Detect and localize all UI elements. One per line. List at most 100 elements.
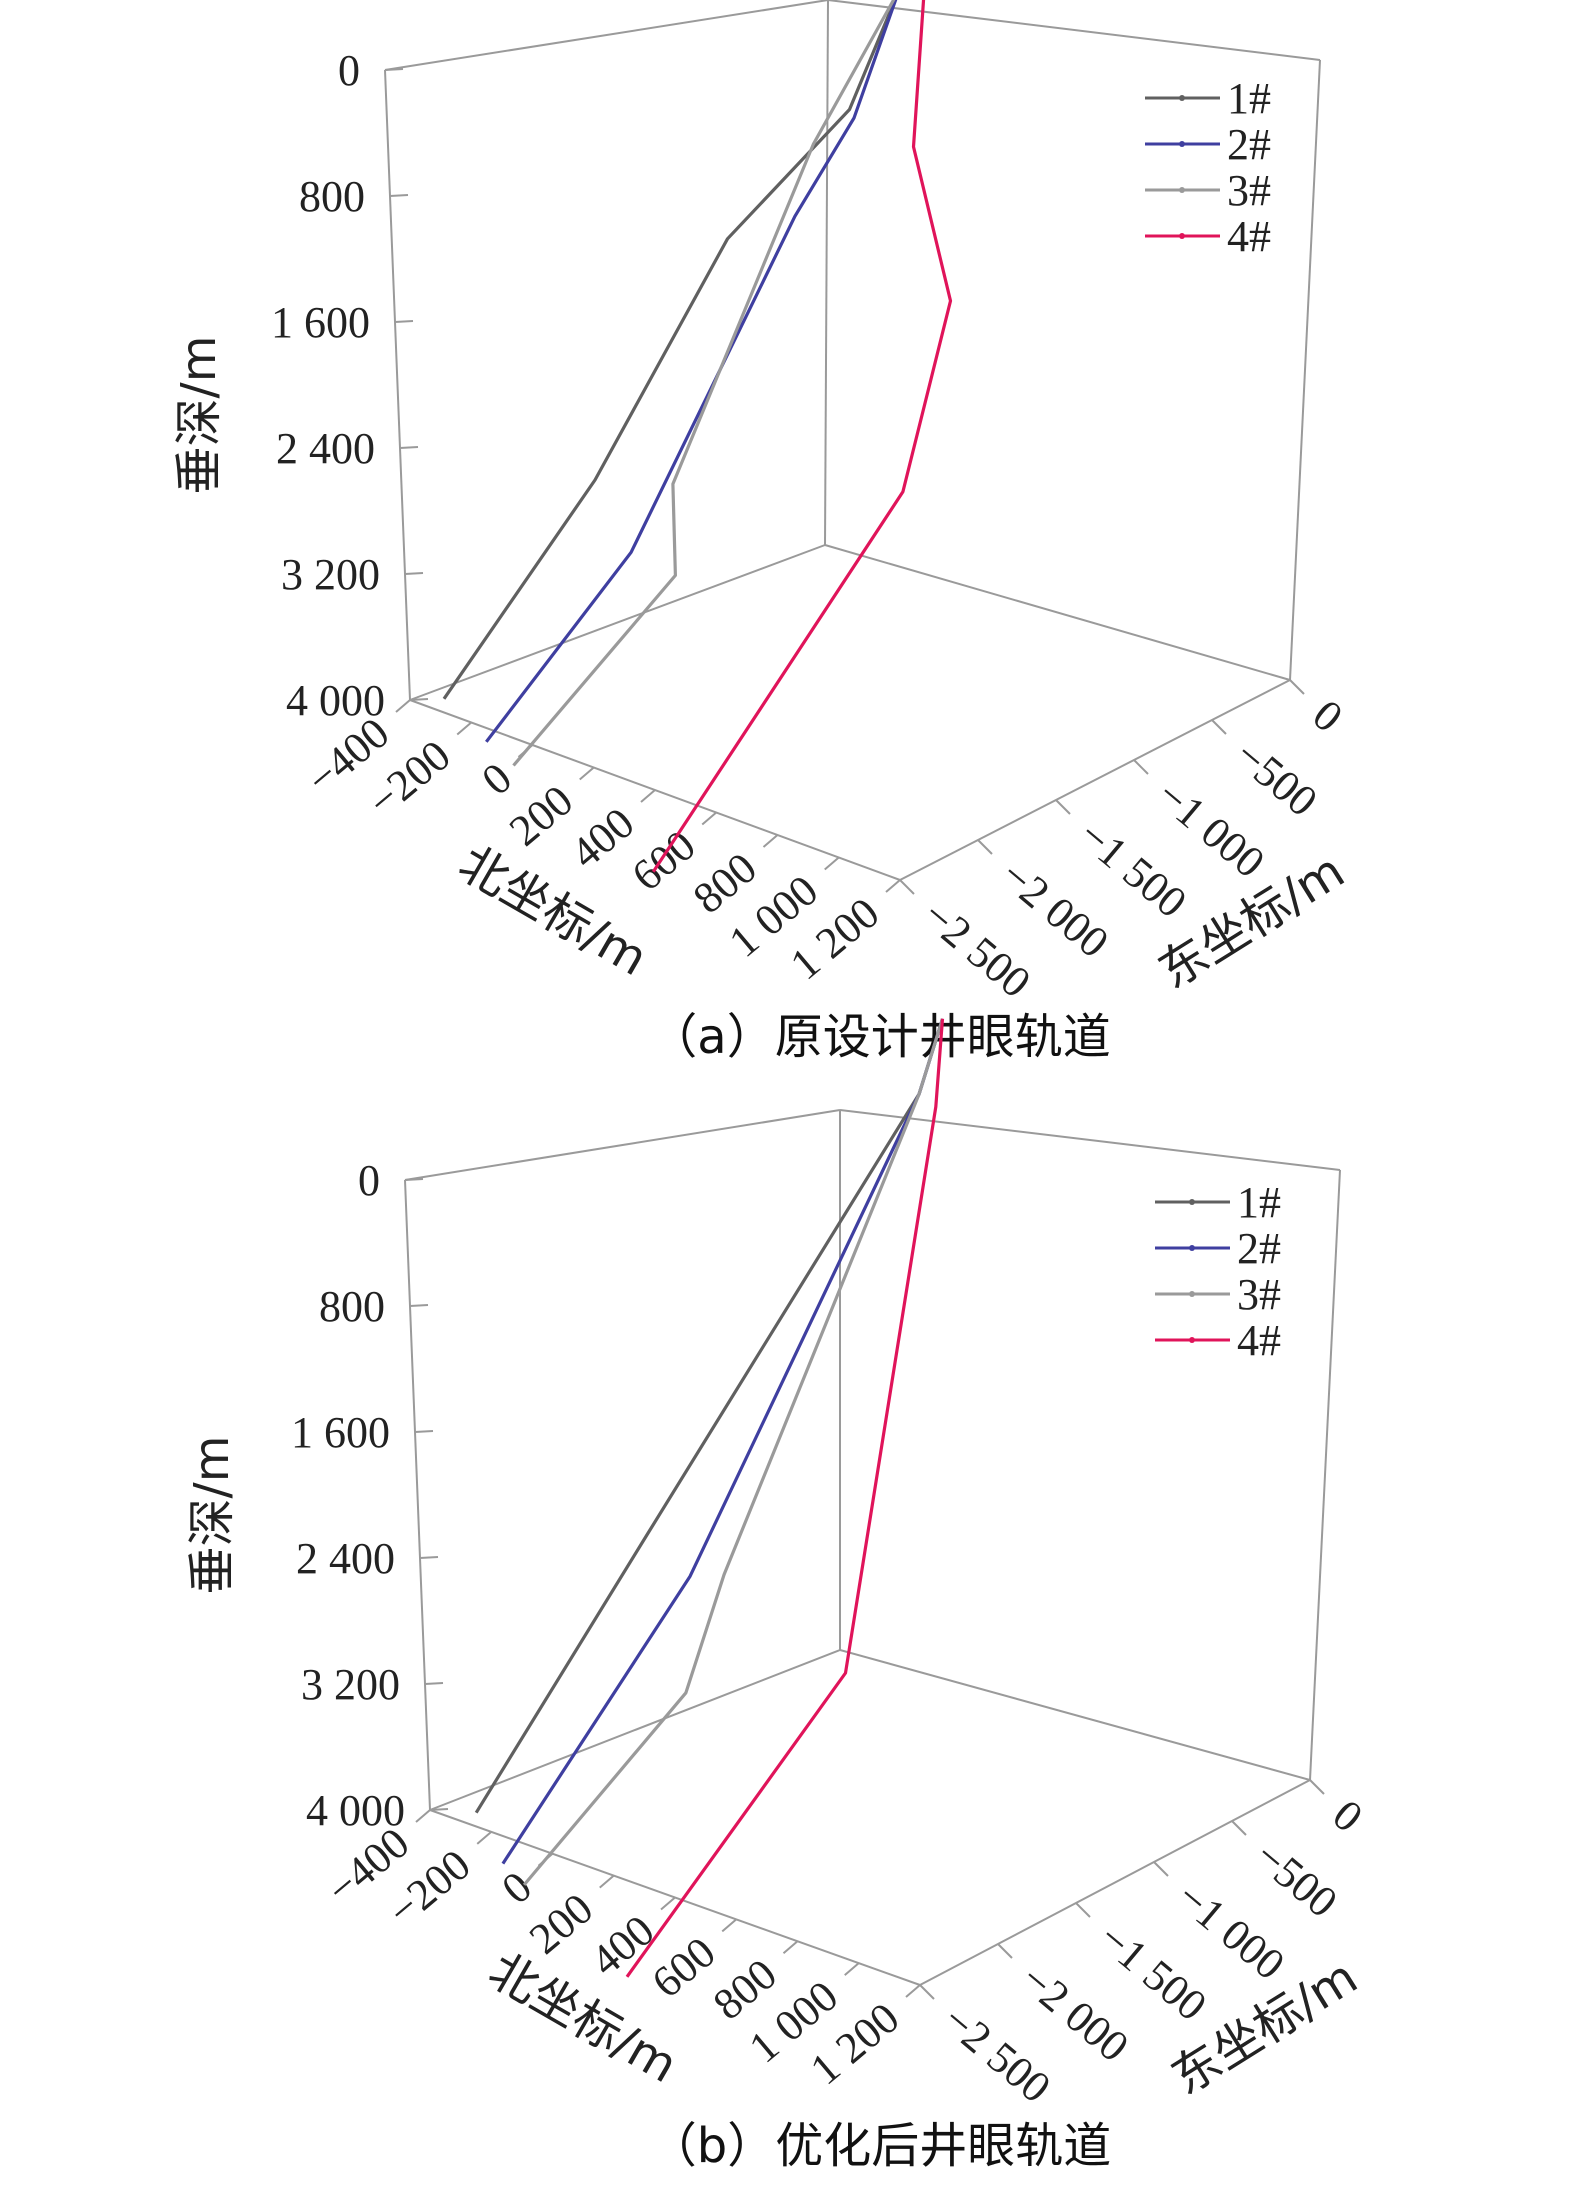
depth-axis-label: 垂深/m	[184, 1436, 240, 1595]
floor-back-right-edge	[824, 544, 1291, 681]
depth-tick-mark	[404, 1178, 424, 1181]
panel-caption: （b）优化后井眼轨道	[649, 2118, 1111, 2174]
depth-tick-mark	[389, 194, 409, 197]
series-line-1	[442, 0, 897, 700]
north-tick-mark	[415, 1809, 431, 1823]
depth-tick-mark	[414, 1430, 434, 1433]
north-tick-mark	[905, 1984, 921, 1998]
legend-entry-label: 2#	[1227, 120, 1271, 169]
depth-tick-label: 1 600	[271, 298, 370, 347]
depth-tick-mark	[404, 572, 424, 575]
north-tick-mark	[476, 1831, 492, 1845]
depth-tick-label: 800	[319, 1282, 385, 1331]
depth-tick-label: 0	[358, 1156, 380, 1205]
east-tick-mark	[1309, 1779, 1325, 1795]
east-tick-label: −500	[1226, 730, 1327, 826]
depth-axis-line	[404, 1179, 431, 1811]
legend-entry-label: 3#	[1227, 166, 1271, 215]
north-tick-mark	[640, 789, 656, 803]
depth-tick-mark	[394, 320, 414, 323]
depth-tick-mark	[419, 1556, 439, 1559]
north-tick-mark	[844, 1962, 860, 1976]
depth-tick-label: 2 400	[296, 1534, 395, 1583]
legend-entry-label: 3#	[1237, 1270, 1281, 1319]
north-tick-mark	[395, 699, 411, 713]
floor-back-right-edge	[839, 1649, 1311, 1781]
depth-tick-label: 3 200	[301, 1660, 400, 1709]
right-vertical-edge	[1309, 1169, 1341, 1781]
depth-tick-mark	[384, 68, 404, 71]
right-vertical-edge	[1289, 59, 1321, 681]
legend-entry-label: 1#	[1227, 74, 1271, 123]
legend-marker	[1179, 187, 1185, 193]
depth-tick-mark	[429, 1808, 449, 1811]
depth-tick-label: 800	[299, 172, 365, 221]
depth-tick-label: 2 400	[276, 424, 375, 473]
depth-tick-mark	[409, 698, 429, 701]
north-tick-label: 0	[473, 753, 521, 805]
floor-back-left-edge	[409, 544, 826, 701]
north-tick-mark	[762, 834, 779, 848]
depth-tick-label: 4 000	[306, 1786, 405, 1835]
series-line-3	[512, 0, 896, 767]
top-left-edge	[384, 0, 829, 71]
series-line-3	[522, 1018, 945, 1886]
east-tick-mark	[899, 879, 915, 895]
north-tick-mark	[824, 856, 840, 871]
depth-axis-label: 垂深/m	[171, 336, 227, 495]
north-tick-mark	[579, 766, 595, 781]
legend-entry-label: 4#	[1227, 212, 1271, 261]
east-tick-mark	[1153, 1861, 1169, 1877]
depth-tick-mark	[409, 1304, 429, 1307]
depth-tick-label: 3 200	[281, 550, 380, 599]
legend-marker	[1189, 1291, 1195, 1297]
north-axis-label: 北坐标/m	[449, 835, 656, 987]
top-left-edge	[404, 1109, 841, 1181]
east-tick-mark	[1075, 1902, 1091, 1918]
east-axis-line	[919, 1779, 1311, 1986]
east-axis-line	[899, 679, 1291, 881]
depth-tick-label: 0	[338, 46, 360, 95]
legend-entry-label: 1#	[1237, 1178, 1281, 1227]
north-tick-mark	[721, 1918, 737, 1933]
north-tick-mark	[599, 1874, 615, 1889]
north-tick-mark	[782, 1940, 799, 1955]
top-right-edge	[827, 0, 1321, 61]
panel-caption: （a）原设计井眼轨道	[649, 1009, 1110, 1065]
east-tick-label: 0	[1304, 690, 1352, 742]
floor-back-left-edge	[429, 1649, 841, 1811]
depth-tick-mark	[424, 1682, 444, 1685]
east-tick-mark	[1289, 679, 1305, 695]
east-tick-mark	[919, 1984, 935, 2000]
east-tick-label: 0	[1324, 1790, 1372, 1842]
east-tick-mark	[1211, 719, 1227, 735]
north-tick-mark	[660, 1896, 676, 1911]
legend-marker	[1189, 1199, 1195, 1205]
legend-entry-label: 2#	[1237, 1224, 1281, 1273]
legend-entry-label: 4#	[1237, 1316, 1281, 1365]
east-tick-mark	[1055, 799, 1071, 815]
east-tick-mark	[977, 839, 993, 855]
north-tick-mark	[456, 721, 472, 736]
legend-marker	[1179, 233, 1185, 239]
north-tick-label: 0	[493, 1862, 541, 1914]
legend-marker	[1189, 1245, 1195, 1251]
series-line-2	[501, 1018, 945, 1865]
series-line-1	[474, 1018, 945, 1814]
east-tick-label: −500	[1246, 1831, 1347, 1927]
series-line-4	[651, 0, 953, 873]
east-tick-mark	[997, 1943, 1013, 1959]
north-tick-mark	[885, 879, 901, 893]
depth-tick-label: 4 000	[286, 676, 385, 725]
depth-axis-line	[384, 69, 411, 701]
top-right-edge	[839, 1109, 1341, 1171]
legend-marker	[1189, 1337, 1195, 1343]
north-tick-mark	[701, 811, 717, 826]
series-line-2	[485, 0, 898, 743]
east-tick-mark	[1133, 759, 1149, 775]
legend-marker	[1179, 141, 1185, 147]
series-line-4	[625, 1018, 945, 1978]
